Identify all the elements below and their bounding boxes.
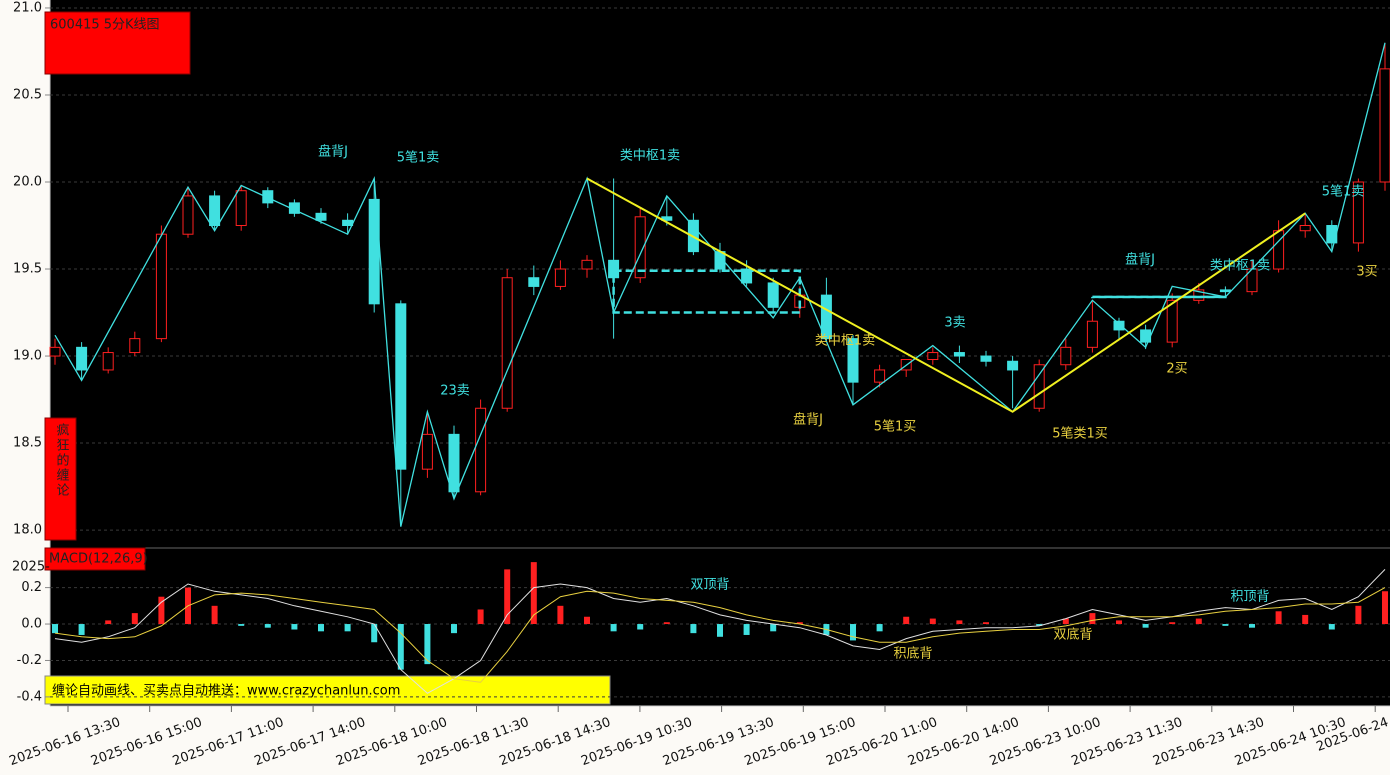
candle-body [155, 233, 167, 340]
macd-title: MACD(12,26,9) [49, 552, 148, 567]
y-tick-label: 0.0 [21, 617, 42, 632]
candle-body [209, 195, 221, 227]
candle-body [1379, 68, 1390, 183]
candle-body [1086, 320, 1098, 348]
candle-body [1273, 230, 1285, 270]
candle-body [129, 338, 141, 354]
annotation: 3买 [1356, 265, 1377, 280]
candle-body [1219, 289, 1231, 293]
annotation: 5笔类1买 [1052, 426, 1108, 442]
badge: 疯狂的缠论 [54, 422, 70, 498]
segment-line [586, 177, 1306, 413]
annotation: 3卖 [944, 316, 965, 331]
annotation: 类中枢1卖 [815, 334, 875, 349]
corner-label: 2025- [12, 560, 50, 575]
candle-body [262, 190, 274, 204]
annotation: 双顶背 [690, 578, 729, 593]
annotation: 盘背J [318, 144, 348, 160]
badge-box [44, 417, 77, 541]
y-tick-label: -0.4 [17, 689, 42, 704]
candle-body [342, 219, 354, 227]
candle-body [581, 259, 593, 270]
candle-body [528, 277, 540, 287]
candle-body [501, 277, 513, 409]
annotation: 双底背 [1053, 627, 1092, 643]
y-tick-label: 21.0 [13, 0, 42, 15]
annotation: 类中枢1卖 [620, 149, 680, 164]
annotation: 5笔1卖 [397, 150, 440, 166]
candle-body [1113, 320, 1125, 331]
macd-label-box [44, 547, 146, 571]
candle-body [1299, 225, 1311, 232]
macd-line [54, 569, 1386, 694]
candle-body [421, 433, 433, 470]
candle-body [1352, 181, 1364, 244]
candle-body [1060, 346, 1072, 366]
y-tick-label: -0.2 [17, 653, 42, 668]
macd-line [54, 587, 1386, 683]
candle-body [847, 338, 859, 383]
candle-body [741, 268, 753, 284]
candle-body [1007, 360, 1019, 371]
candle-body [634, 216, 646, 279]
y-tick-label: 20.5 [13, 87, 42, 102]
candle-body [554, 268, 566, 287]
y-tick-label: 18.0 [13, 523, 42, 538]
y-tick-label: 0.2 [21, 580, 42, 595]
candle-body [927, 352, 939, 361]
annotation: 盘背J [793, 412, 823, 428]
candle-body [874, 369, 886, 383]
banner: 缠论自动画线、买卖点自动推送：www.crazychanlun.com [52, 683, 400, 699]
y-tick-label: 20.0 [13, 175, 42, 190]
candle-body [767, 282, 779, 308]
annotation: 2买 [1166, 362, 1187, 377]
candle-body [475, 407, 487, 493]
candle-body [1166, 299, 1178, 343]
candle-body [1193, 289, 1205, 301]
candle-body [76, 346, 88, 371]
candle-body [235, 190, 247, 227]
candle-body [49, 346, 61, 357]
candle-body [980, 355, 992, 362]
candle-body [820, 294, 832, 340]
pivot-box [612, 269, 802, 314]
candle-body [395, 303, 407, 470]
annotation: 积顶背 [1230, 590, 1269, 605]
title-box [44, 11, 191, 75]
annotation: 5笔1买 [874, 419, 917, 435]
y-tick-label: 19.5 [13, 262, 42, 277]
candle-body [368, 198, 380, 305]
annotation: 23卖 [440, 384, 470, 399]
y-tick-label: 18.5 [13, 436, 42, 451]
chart-title: 600415 5分K线图 [50, 18, 160, 33]
y-tick-label: 19.0 [13, 349, 42, 364]
annotation: 类中枢1卖 [1210, 259, 1270, 274]
candle-body [1033, 364, 1045, 409]
candle-body [182, 195, 194, 235]
plot-background [50, 0, 1390, 706]
banner-box [44, 675, 611, 705]
stroke-line [54, 42, 1386, 527]
candle-body [953, 352, 965, 357]
candle-body [448, 433, 460, 493]
annotation: 积底背 [893, 646, 932, 662]
candle-body [102, 352, 114, 371]
annotation: 5笔1卖 [1322, 184, 1365, 200]
candle-body [315, 212, 327, 221]
annotation: 盘背J [1125, 252, 1155, 268]
